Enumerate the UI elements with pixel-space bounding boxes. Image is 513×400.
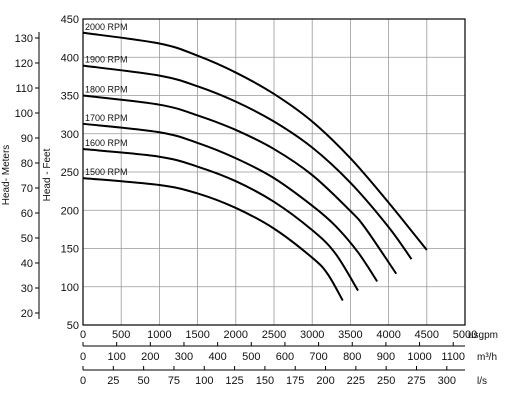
y-feet-tick-label: 400 — [61, 52, 79, 64]
x-secondary-tick-label: 600 — [276, 351, 294, 363]
x-secondary-tick-label: 500 — [242, 351, 260, 363]
x-secondary-tick-label: 200 — [316, 375, 334, 387]
x-secondary-tick-label: 100 — [107, 351, 125, 363]
x-secondary-tick-label: 175 — [286, 375, 304, 387]
x-secondary-tick-label: 150 — [256, 375, 274, 387]
y-meters-tick-label: 110 — [15, 83, 33, 95]
x-secondary-tick-label: 100 — [195, 375, 213, 387]
axes — [35, 18, 466, 371]
y-meters-tick-label: 130 — [15, 33, 33, 45]
series-label: 1500 RPM — [85, 167, 128, 177]
x-secondary-tick-label: 300 — [175, 351, 193, 363]
x-secondary-tick-label: 25 — [107, 375, 119, 387]
x-secondary-tick-label: 0 — [80, 375, 86, 387]
y-feet-tick-label: 250 — [61, 167, 79, 179]
y-feet-tick-label: 450 — [61, 14, 79, 26]
series-line — [82, 122, 378, 282]
series-label: 2000 RPM — [85, 22, 128, 32]
x-secondary-tick-label: 1100 — [441, 351, 465, 363]
x-usgpm-tick-label: 0 — [80, 329, 86, 341]
y-meters-tick-label: 100 — [15, 108, 33, 120]
x-secondary-tick-label: 50 — [138, 375, 150, 387]
y-meters-tick-label: 80 — [21, 158, 33, 170]
x-secondary-unit-label: l/s — [477, 376, 487, 387]
x-secondary-tick-label: 400 — [208, 351, 226, 363]
x-usgpm-tick-label: 5000 — [453, 329, 477, 341]
series-line — [82, 94, 398, 275]
y-meters-tick-label: 30 — [21, 283, 33, 295]
x-secondary-tick-label: 125 — [225, 375, 243, 387]
x-usgpm-tick-label: 2500 — [262, 329, 286, 341]
series-group — [82, 31, 428, 302]
series-line — [82, 177, 344, 302]
y-feet-axis-title: Head - Feet — [42, 148, 53, 201]
y-meters-tick-label: 60 — [21, 208, 33, 220]
y-feet-tick-label: 350 — [61, 91, 79, 103]
y-meters-tick-label: 50 — [21, 233, 33, 245]
y-meters-tick-label: 90 — [21, 133, 33, 145]
x-usgpm-tick-label: 4500 — [415, 329, 439, 341]
series-label: 1600 RPM — [85, 138, 128, 148]
y-meters-tick-label: 120 — [15, 58, 33, 70]
y-feet-tick-label: 100 — [61, 282, 79, 294]
x-secondary-tick-label: 250 — [377, 375, 395, 387]
x-usgpm-unit-label: usgpm — [468, 330, 498, 341]
y-meters-tick-label: 70 — [21, 183, 33, 195]
series-label: 1700 RPM — [85, 113, 128, 123]
x-usgpm-tick-label: 3500 — [338, 329, 362, 341]
x-secondary-tick-label: 800 — [343, 351, 361, 363]
x-usgpm-tick-label: 3000 — [300, 329, 324, 341]
y-meters-tick-label: 40 — [21, 258, 33, 270]
x-secondary-unit-label: m³/h — [477, 352, 497, 363]
y-meters-axis-title: Head- Meters — [1, 145, 12, 206]
plot-frame — [82, 18, 466, 326]
x-usgpm-tick-label: 1500 — [185, 329, 209, 341]
y-feet-tick-label: 150 — [61, 244, 79, 256]
labels: 5010015020025030035040045020304050607080… — [1, 14, 498, 387]
y-meters-tick-label: 20 — [21, 308, 33, 320]
x-secondary-tick-label: 0 — [80, 351, 86, 363]
x-usgpm-tick-label: 1000 — [147, 329, 171, 341]
x-secondary-tick-label: 300 — [438, 375, 456, 387]
series-line — [82, 64, 413, 260]
series-line — [82, 148, 359, 292]
y-feet-tick-label: 200 — [61, 205, 79, 217]
grid — [82, 18, 466, 326]
y-feet-tick-label: 50 — [67, 320, 79, 332]
x-secondary-tick-label: 275 — [407, 375, 425, 387]
series-label: 1900 RPM — [85, 55, 128, 65]
x-usgpm-tick-label: 500 — [112, 329, 130, 341]
x-secondary-tick-label: 225 — [347, 375, 365, 387]
x-usgpm-tick-label: 4000 — [376, 329, 400, 341]
series-label: 1800 RPM — [85, 85, 128, 95]
x-secondary-tick-label: 700 — [309, 351, 327, 363]
series-line — [82, 31, 428, 251]
x-secondary-tick-label: 75 — [168, 375, 180, 387]
x-usgpm-tick-label: 2000 — [224, 329, 248, 341]
y-feet-tick-label: 300 — [61, 129, 79, 141]
x-secondary-tick-label: 200 — [141, 351, 159, 363]
x-secondary-tick-label: 1000 — [407, 351, 431, 363]
x-secondary-tick-label: 900 — [377, 351, 395, 363]
